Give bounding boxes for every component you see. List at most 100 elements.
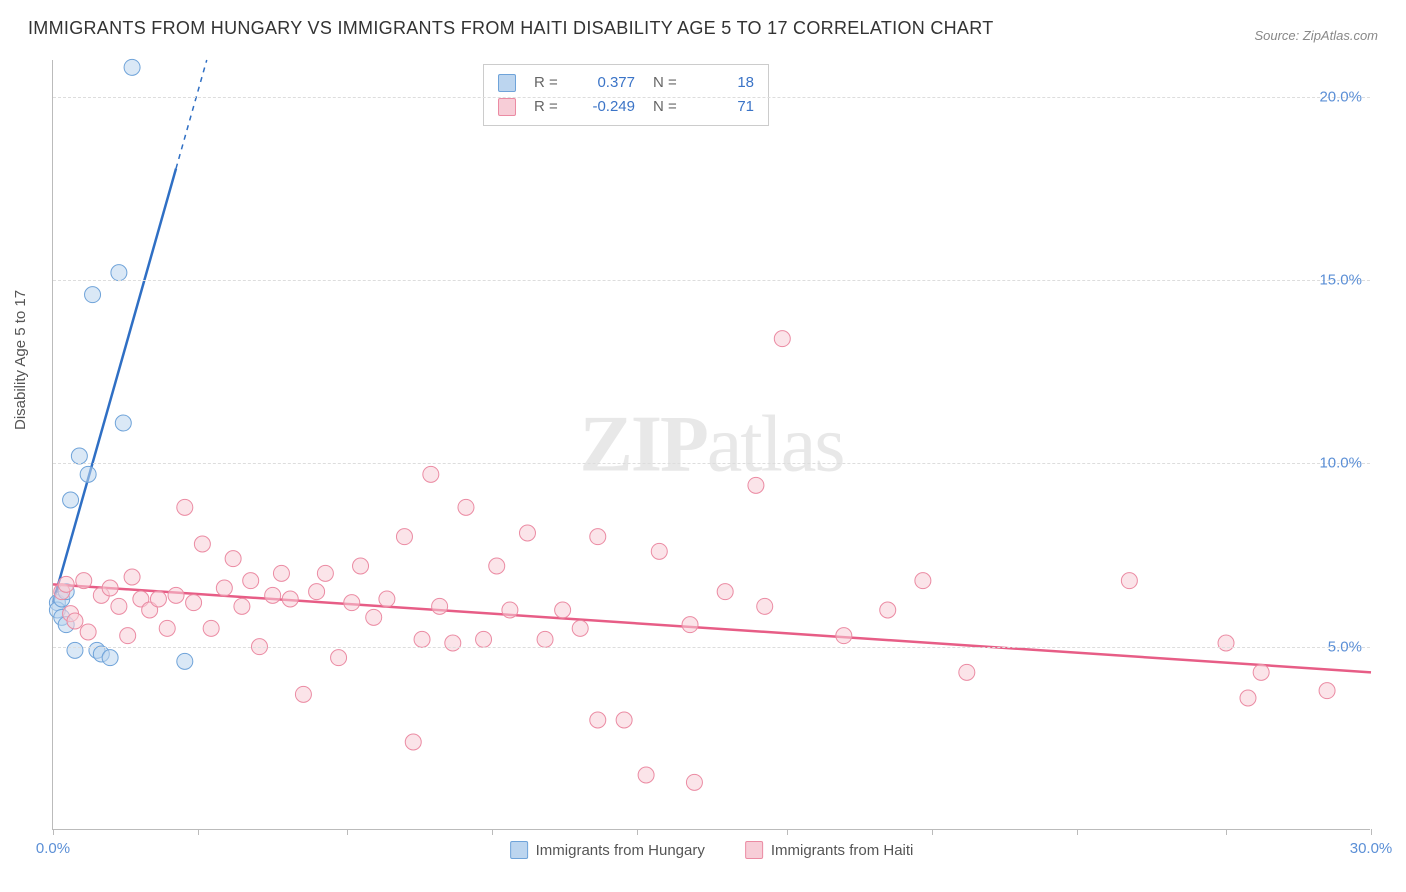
data-point <box>234 598 250 614</box>
data-point <box>331 650 347 666</box>
data-point <box>366 609 382 625</box>
data-point <box>379 591 395 607</box>
data-point <box>309 584 325 600</box>
data-point <box>282 591 298 607</box>
data-point <box>76 573 92 589</box>
y-tick-label: 10.0% <box>1319 455 1362 472</box>
data-point <box>295 686 311 702</box>
data-point <box>80 624 96 640</box>
data-point <box>177 653 193 669</box>
data-point <box>432 598 448 614</box>
x-tick-mark <box>787 829 788 835</box>
data-point <box>572 620 588 636</box>
data-point <box>71 448 87 464</box>
y-tick-label: 5.0% <box>1328 638 1362 655</box>
data-point <box>836 628 852 644</box>
legend-label-haiti: Immigrants from Haiti <box>771 842 914 859</box>
data-point <box>353 558 369 574</box>
data-point <box>445 635 461 651</box>
data-point <box>638 767 654 783</box>
data-point <box>396 529 412 545</box>
data-point <box>1218 635 1234 651</box>
data-point <box>880 602 896 618</box>
data-point <box>111 265 127 281</box>
legend-label-hungary: Immigrants from Hungary <box>536 842 705 859</box>
data-point <box>414 631 430 647</box>
data-point <box>177 499 193 515</box>
data-point <box>1240 690 1256 706</box>
data-point <box>1253 664 1269 680</box>
data-point <box>102 580 118 596</box>
data-point <box>120 628 136 644</box>
data-point <box>423 466 439 482</box>
data-point <box>150 591 166 607</box>
data-point <box>774 331 790 347</box>
data-point <box>216 580 232 596</box>
data-point <box>405 734 421 750</box>
data-point <box>225 551 241 567</box>
data-point <box>519 525 535 541</box>
data-point <box>58 576 74 592</box>
data-point <box>590 529 606 545</box>
data-point <box>203 620 219 636</box>
data-point <box>476 631 492 647</box>
data-point <box>1319 683 1335 699</box>
data-point <box>124 59 140 75</box>
legend-item-hungary: Immigrants from Hungary <box>510 841 705 859</box>
data-point <box>1121 573 1137 589</box>
data-point <box>115 415 131 431</box>
data-point <box>555 602 571 618</box>
data-point <box>489 558 505 574</box>
data-point <box>502 602 518 618</box>
data-point <box>317 565 333 581</box>
data-point <box>458 499 474 515</box>
trend-line-1 <box>53 584 1371 672</box>
data-point <box>682 617 698 633</box>
series-legend: Immigrants from Hungary Immigrants from … <box>510 841 914 859</box>
x-tick-mark <box>1226 829 1227 835</box>
data-point <box>915 573 931 589</box>
data-point <box>686 774 702 790</box>
x-tick-mark <box>198 829 199 835</box>
gridline <box>53 97 1370 98</box>
data-point <box>959 664 975 680</box>
data-point <box>85 287 101 303</box>
data-point <box>80 466 96 482</box>
x-tick-mark <box>932 829 933 835</box>
data-point <box>344 595 360 611</box>
data-point <box>265 587 281 603</box>
data-point <box>748 477 764 493</box>
gridline <box>53 647 1370 648</box>
x-tick-mark <box>1371 829 1372 835</box>
data-point <box>63 492 79 508</box>
data-point <box>124 569 140 585</box>
x-tick-label: 30.0% <box>1350 840 1393 857</box>
data-point <box>717 584 733 600</box>
gridline <box>53 463 1370 464</box>
swatch-hungary-icon <box>510 841 528 859</box>
x-tick-mark <box>1077 829 1078 835</box>
data-point <box>537 631 553 647</box>
source-label: Source: ZipAtlas.com <box>1254 28 1378 43</box>
data-point <box>186 595 202 611</box>
data-point <box>102 650 118 666</box>
data-point <box>67 642 83 658</box>
legend-item-haiti: Immigrants from Haiti <box>745 841 914 859</box>
data-point <box>273 565 289 581</box>
x-tick-label: 0.0% <box>36 840 70 857</box>
scatter-svg <box>53 60 1370 829</box>
y-tick-label: 20.0% <box>1319 88 1362 105</box>
y-axis-label: Disability Age 5 to 17 <box>12 290 29 430</box>
x-tick-mark <box>637 829 638 835</box>
data-point <box>651 543 667 559</box>
data-point <box>243 573 259 589</box>
data-point <box>757 598 773 614</box>
trend-line-0 <box>53 169 176 603</box>
data-point <box>590 712 606 728</box>
data-point <box>67 613 83 629</box>
trend-line-dashed-0 <box>176 60 207 169</box>
gridline <box>53 280 1370 281</box>
data-point <box>194 536 210 552</box>
data-point <box>168 587 184 603</box>
data-point <box>159 620 175 636</box>
